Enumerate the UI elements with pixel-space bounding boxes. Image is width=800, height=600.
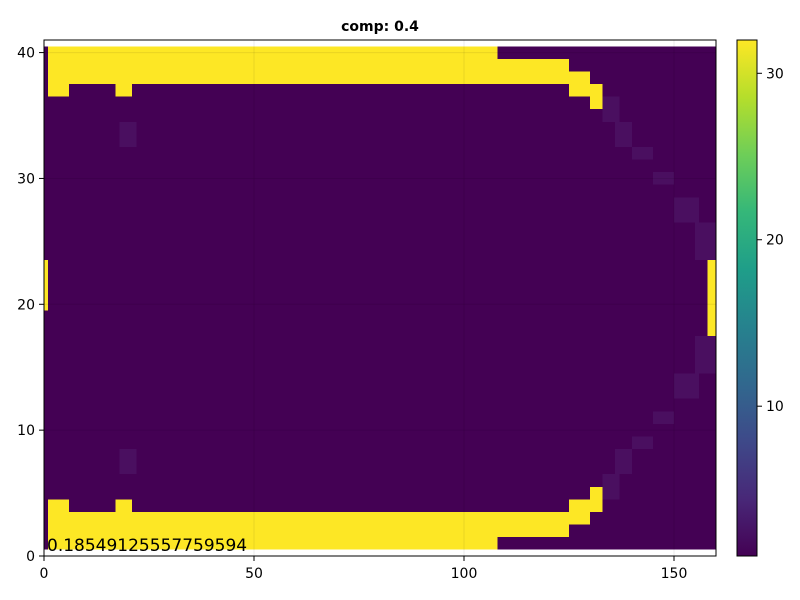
heatmap-region-faint-arc-top-6 [695, 222, 716, 261]
heatmap-region-faint-arc-bottom-1 [602, 474, 620, 500]
heatmap-region-faint-arc-bottom-6 [695, 335, 716, 374]
heatmap-region-top-notch-a [48, 84, 70, 97]
heatmap-region-top-band-step2 [569, 71, 590, 97]
axes: 0 50 100 150 0 10 20 30 40 [17, 46, 687, 582]
heatmap-region-faint-patch-bottom [119, 449, 137, 475]
corner-annotation: 0.18549125557759594 [47, 536, 247, 556]
x-tick-label: 100 [451, 566, 478, 582]
colorbar-tick-label: 20 [766, 233, 784, 249]
heatmap-region-faint-arc-top-3 [632, 146, 653, 160]
heatmap-region-bottom-band [48, 511, 498, 550]
heatmap-region-background [44, 46, 716, 550]
colorbar-tick-label: 30 [766, 66, 784, 82]
y-tick-label: 0 [26, 549, 35, 565]
colorbar: 10 20 30 [736, 39, 784, 557]
heatmap-region-faint-arc-bottom-4 [653, 411, 674, 424]
heatmap-region-faint-arc-top-5 [674, 197, 700, 223]
heatmap-region-top-band-step3 [590, 84, 603, 110]
heatmap-region-faint-arc-bottom-5 [674, 373, 700, 399]
heatmap-region-faint-arc-top-1 [602, 96, 620, 122]
x-tick-label: 150 [661, 566, 688, 582]
heatmap-region-bottom-band-step1 [497, 511, 569, 538]
heatmap-region-bottom-notch-b [115, 499, 133, 512]
heatmap-region-faint-arc-top-4 [653, 172, 674, 185]
y-tick-label: 40 [17, 46, 35, 62]
heatmap-region-bottom-band-step3 [590, 486, 603, 512]
heatmap-region-top-band [48, 46, 498, 85]
heatmap-region-bottom-notch-a [48, 499, 70, 512]
chart-title: comp: 0.4 [341, 19, 419, 35]
heatmap-region-right-edge [707, 260, 716, 336]
heatmap-cells [44, 46, 716, 550]
heatmap-region-faint-arc-bottom-3 [632, 436, 653, 450]
heatmap-region-top-notch-b [115, 84, 133, 97]
y-tick-label: 30 [17, 171, 35, 187]
y-tick-label: 20 [17, 297, 35, 313]
heatmap-region-faint-arc-bottom-2 [615, 449, 632, 475]
colorbar-gradient [736, 39, 758, 557]
x-tick-label: 50 [245, 566, 263, 582]
heatmap-region-faint-arc-top-2 [615, 121, 632, 147]
heatmap-region-faint-patch-top [119, 121, 137, 147]
y-tick-label: 10 [17, 423, 35, 439]
x-tick-label: 0 [40, 566, 49, 582]
colorbar-tick-label: 10 [766, 399, 784, 415]
heatmap-region-top-band-step1 [497, 58, 569, 85]
plot-frame [43, 39, 717, 557]
heatmap-region-bottom-band-step2 [569, 499, 590, 525]
heatmap-region-left-edge [44, 260, 49, 311]
